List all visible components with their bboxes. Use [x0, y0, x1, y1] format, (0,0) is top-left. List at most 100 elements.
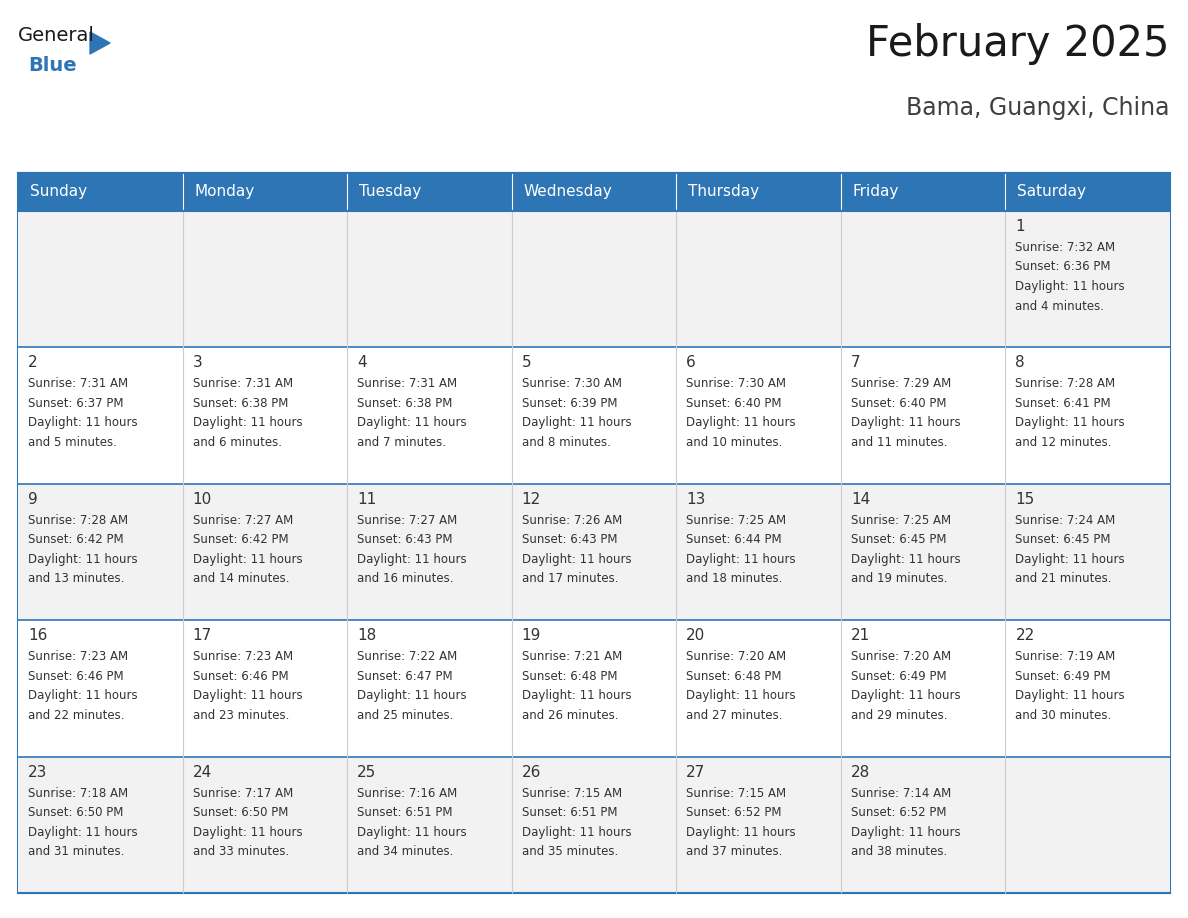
Text: Sunrise: 7:31 AM: Sunrise: 7:31 AM: [358, 377, 457, 390]
Text: and 33 minutes.: and 33 minutes.: [192, 845, 289, 858]
Text: Sunrise: 7:14 AM: Sunrise: 7:14 AM: [851, 787, 952, 800]
Text: Daylight: 11 hours: Daylight: 11 hours: [522, 417, 631, 430]
Text: Sunset: 6:50 PM: Sunset: 6:50 PM: [192, 806, 287, 819]
Text: and 25 minutes.: and 25 minutes.: [358, 709, 454, 722]
Text: 5: 5: [522, 355, 531, 370]
Text: Daylight: 11 hours: Daylight: 11 hours: [687, 689, 796, 702]
Text: 8: 8: [1016, 355, 1025, 370]
Text: Daylight: 11 hours: Daylight: 11 hours: [192, 553, 302, 565]
Text: Sunrise: 7:21 AM: Sunrise: 7:21 AM: [522, 650, 623, 663]
Text: 26: 26: [522, 765, 541, 779]
Text: Sunset: 6:45 PM: Sunset: 6:45 PM: [1016, 533, 1111, 546]
Text: 25: 25: [358, 765, 377, 779]
Text: Daylight: 11 hours: Daylight: 11 hours: [192, 689, 302, 702]
Text: Daylight: 11 hours: Daylight: 11 hours: [522, 825, 631, 839]
Text: Daylight: 11 hours: Daylight: 11 hours: [522, 553, 631, 565]
Text: Sunset: 6:46 PM: Sunset: 6:46 PM: [192, 670, 289, 683]
Text: 18: 18: [358, 628, 377, 644]
Text: 4: 4: [358, 355, 367, 370]
Text: Sunday: Sunday: [30, 185, 87, 199]
Text: and 14 minutes.: and 14 minutes.: [192, 572, 289, 586]
Text: Sunset: 6:44 PM: Sunset: 6:44 PM: [687, 533, 782, 546]
Text: Sunset: 6:48 PM: Sunset: 6:48 PM: [687, 670, 782, 683]
Text: 21: 21: [851, 628, 870, 644]
Text: Sunset: 6:46 PM: Sunset: 6:46 PM: [29, 670, 124, 683]
Text: and 27 minutes.: and 27 minutes.: [687, 709, 783, 722]
Text: Sunrise: 7:32 AM: Sunrise: 7:32 AM: [1016, 241, 1116, 254]
Text: 11: 11: [358, 492, 377, 507]
Text: Sunrise: 7:28 AM: Sunrise: 7:28 AM: [29, 514, 128, 527]
Bar: [841, 173, 1005, 211]
Text: Sunset: 6:40 PM: Sunset: 6:40 PM: [851, 397, 947, 410]
Text: and 5 minutes.: and 5 minutes.: [29, 436, 116, 449]
Text: Daylight: 11 hours: Daylight: 11 hours: [29, 825, 138, 839]
Text: Sunrise: 7:23 AM: Sunrise: 7:23 AM: [29, 650, 128, 663]
Text: General: General: [18, 26, 95, 45]
Text: Friday: Friday: [853, 185, 899, 199]
Text: Sunrise: 7:30 AM: Sunrise: 7:30 AM: [687, 377, 786, 390]
Text: and 8 minutes.: and 8 minutes.: [522, 436, 611, 449]
Text: 15: 15: [1016, 492, 1035, 507]
Text: Daylight: 11 hours: Daylight: 11 hours: [1016, 553, 1125, 565]
Text: Wednesday: Wednesday: [524, 185, 613, 199]
Text: Daylight: 11 hours: Daylight: 11 hours: [192, 825, 302, 839]
Text: Monday: Monday: [195, 185, 254, 199]
Text: Sunset: 6:49 PM: Sunset: 6:49 PM: [1016, 670, 1111, 683]
Text: 24: 24: [192, 765, 211, 779]
Bar: [18, 484, 1170, 621]
Text: Daylight: 11 hours: Daylight: 11 hours: [687, 417, 796, 430]
Text: Sunset: 6:39 PM: Sunset: 6:39 PM: [522, 397, 618, 410]
Text: Daylight: 11 hours: Daylight: 11 hours: [358, 825, 467, 839]
Text: Sunset: 6:48 PM: Sunset: 6:48 PM: [522, 670, 618, 683]
Text: Sunset: 6:42 PM: Sunset: 6:42 PM: [29, 533, 124, 546]
Text: 23: 23: [29, 765, 48, 779]
Text: Sunset: 6:42 PM: Sunset: 6:42 PM: [192, 533, 289, 546]
Text: and 29 minutes.: and 29 minutes.: [851, 709, 947, 722]
Text: Daylight: 11 hours: Daylight: 11 hours: [687, 553, 796, 565]
Text: Sunrise: 7:27 AM: Sunrise: 7:27 AM: [192, 514, 292, 527]
Text: 2: 2: [29, 355, 38, 370]
Text: 1: 1: [1016, 219, 1025, 234]
Text: February 2025: February 2025: [866, 23, 1170, 65]
Text: Sunrise: 7:22 AM: Sunrise: 7:22 AM: [358, 650, 457, 663]
Text: Sunrise: 7:17 AM: Sunrise: 7:17 AM: [192, 787, 292, 800]
Text: Sunrise: 7:25 AM: Sunrise: 7:25 AM: [687, 514, 786, 527]
Text: Sunrise: 7:15 AM: Sunrise: 7:15 AM: [522, 787, 621, 800]
Text: Sunrise: 7:26 AM: Sunrise: 7:26 AM: [522, 514, 623, 527]
Text: Sunrise: 7:16 AM: Sunrise: 7:16 AM: [358, 787, 457, 800]
Text: 12: 12: [522, 492, 541, 507]
Text: 9: 9: [29, 492, 38, 507]
Text: and 13 minutes.: and 13 minutes.: [29, 572, 125, 586]
Bar: [18, 173, 183, 211]
Text: Sunset: 6:52 PM: Sunset: 6:52 PM: [851, 806, 947, 819]
Text: Bama, Guangxi, China: Bama, Guangxi, China: [906, 96, 1170, 120]
Text: and 31 minutes.: and 31 minutes.: [29, 845, 125, 858]
Text: and 37 minutes.: and 37 minutes.: [687, 845, 783, 858]
Text: and 34 minutes.: and 34 minutes.: [358, 845, 454, 858]
Text: 16: 16: [29, 628, 48, 644]
Text: Daylight: 11 hours: Daylight: 11 hours: [358, 417, 467, 430]
Text: Daylight: 11 hours: Daylight: 11 hours: [358, 553, 467, 565]
Text: Sunrise: 7:27 AM: Sunrise: 7:27 AM: [358, 514, 457, 527]
Text: Sunrise: 7:20 AM: Sunrise: 7:20 AM: [851, 650, 950, 663]
Text: Thursday: Thursday: [688, 185, 759, 199]
Text: Daylight: 11 hours: Daylight: 11 hours: [851, 417, 960, 430]
Text: Sunrise: 7:24 AM: Sunrise: 7:24 AM: [1016, 514, 1116, 527]
Text: Sunset: 6:43 PM: Sunset: 6:43 PM: [358, 533, 453, 546]
Text: Sunset: 6:50 PM: Sunset: 6:50 PM: [29, 806, 124, 819]
Text: 7: 7: [851, 355, 860, 370]
Text: Daylight: 11 hours: Daylight: 11 hours: [522, 689, 631, 702]
Text: 19: 19: [522, 628, 541, 644]
Text: Sunrise: 7:30 AM: Sunrise: 7:30 AM: [522, 377, 621, 390]
Text: 22: 22: [1016, 628, 1035, 644]
Text: Sunrise: 7:18 AM: Sunrise: 7:18 AM: [29, 787, 128, 800]
Text: 13: 13: [687, 492, 706, 507]
Text: Daylight: 11 hours: Daylight: 11 hours: [851, 553, 960, 565]
Text: Sunset: 6:43 PM: Sunset: 6:43 PM: [522, 533, 618, 546]
Text: 6: 6: [687, 355, 696, 370]
Text: Daylight: 11 hours: Daylight: 11 hours: [1016, 417, 1125, 430]
Text: Sunrise: 7:23 AM: Sunrise: 7:23 AM: [192, 650, 292, 663]
Text: and 35 minutes.: and 35 minutes.: [522, 845, 618, 858]
Text: Sunset: 6:38 PM: Sunset: 6:38 PM: [192, 397, 287, 410]
Text: Sunset: 6:41 PM: Sunset: 6:41 PM: [1016, 397, 1111, 410]
